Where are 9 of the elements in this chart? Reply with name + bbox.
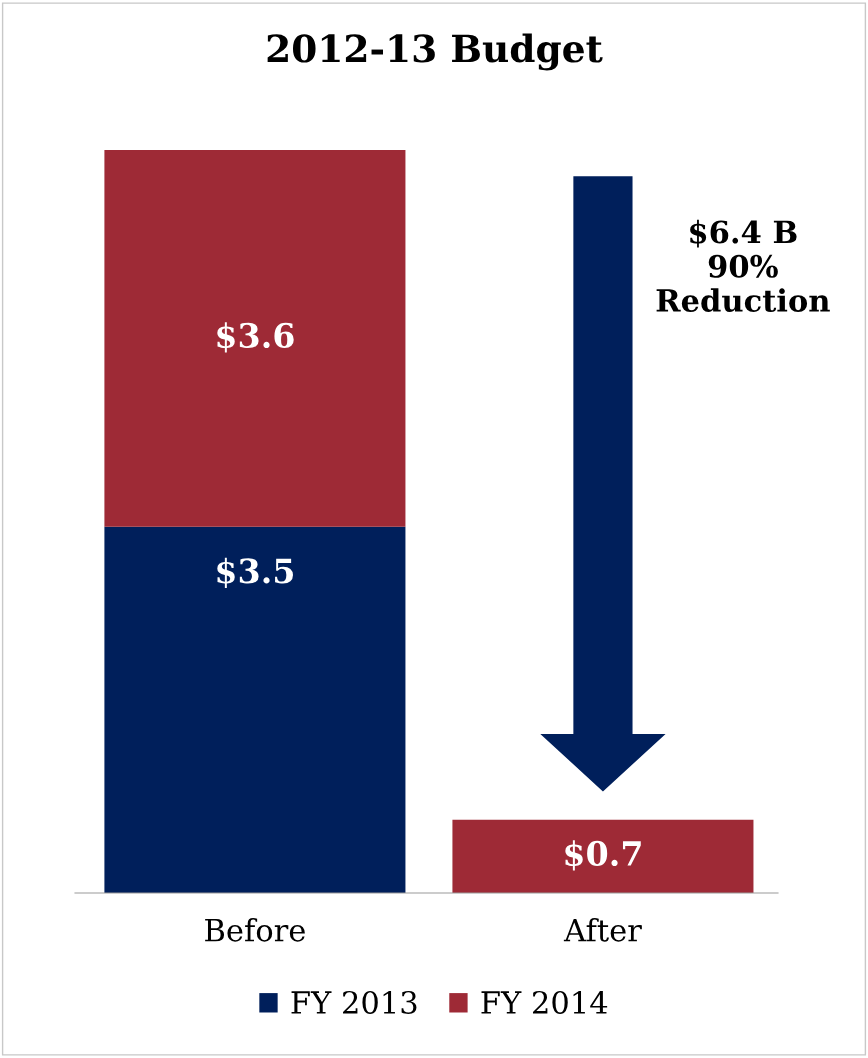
x-tick-label: Before <box>205 918 305 942</box>
legend-label: FY 2014 <box>481 990 608 1014</box>
data-label: $3.6 <box>217 322 294 353</box>
x-tick-label: After <box>563 918 642 942</box>
legend-label: FY 2013 <box>291 990 417 1014</box>
annotation: $6.4 B 90% Reduction <box>656 219 830 312</box>
data-label: $3.5 <box>217 557 293 588</box>
data-label: $0.7 <box>565 840 641 871</box>
chart-title: 2012-13 Budget <box>267 33 603 71</box>
